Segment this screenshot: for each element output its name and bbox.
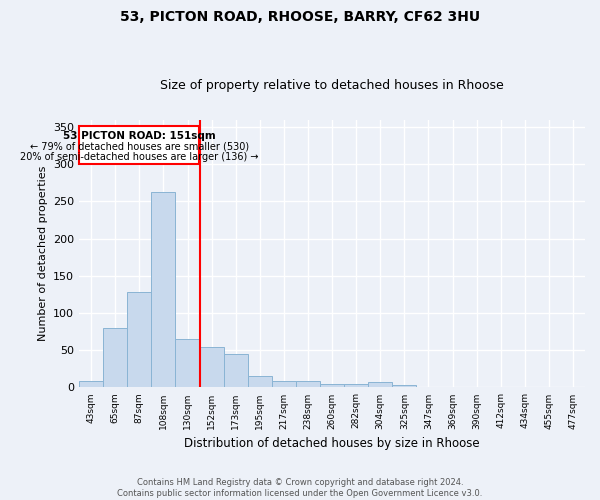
Text: 53 PICTON ROAD: 151sqm: 53 PICTON ROAD: 151sqm	[63, 132, 215, 141]
FancyBboxPatch shape	[79, 126, 199, 164]
Bar	[79, 382, 103, 388]
Text: 53, PICTON ROAD, RHOOSE, BARRY, CF62 3HU: 53, PICTON ROAD, RHOOSE, BARRY, CF62 3HU	[120, 10, 480, 24]
Bar	[175, 339, 200, 388]
Title: Size of property relative to detached houses in Rhoose: Size of property relative to detached ho…	[160, 79, 504, 92]
Bar	[368, 382, 392, 388]
Bar	[561, 386, 585, 388]
Bar	[272, 382, 296, 388]
Bar	[320, 384, 344, 388]
Bar	[127, 292, 151, 388]
Bar	[224, 354, 248, 388]
Bar	[248, 376, 272, 388]
Bar	[416, 386, 440, 388]
Bar	[296, 382, 320, 388]
Bar	[151, 192, 175, 388]
Text: 20% of semi-detached houses are larger (136) →: 20% of semi-detached houses are larger (…	[20, 152, 259, 162]
Bar	[200, 346, 224, 388]
Bar	[392, 385, 416, 388]
X-axis label: Distribution of detached houses by size in Rhoose: Distribution of detached houses by size …	[184, 437, 480, 450]
Y-axis label: Number of detached properties: Number of detached properties	[38, 166, 47, 341]
Text: Contains HM Land Registry data © Crown copyright and database right 2024.
Contai: Contains HM Land Registry data © Crown c…	[118, 478, 482, 498]
Text: ← 79% of detached houses are smaller (530): ← 79% of detached houses are smaller (53…	[29, 142, 248, 152]
Bar	[344, 384, 368, 388]
Bar	[103, 328, 127, 388]
